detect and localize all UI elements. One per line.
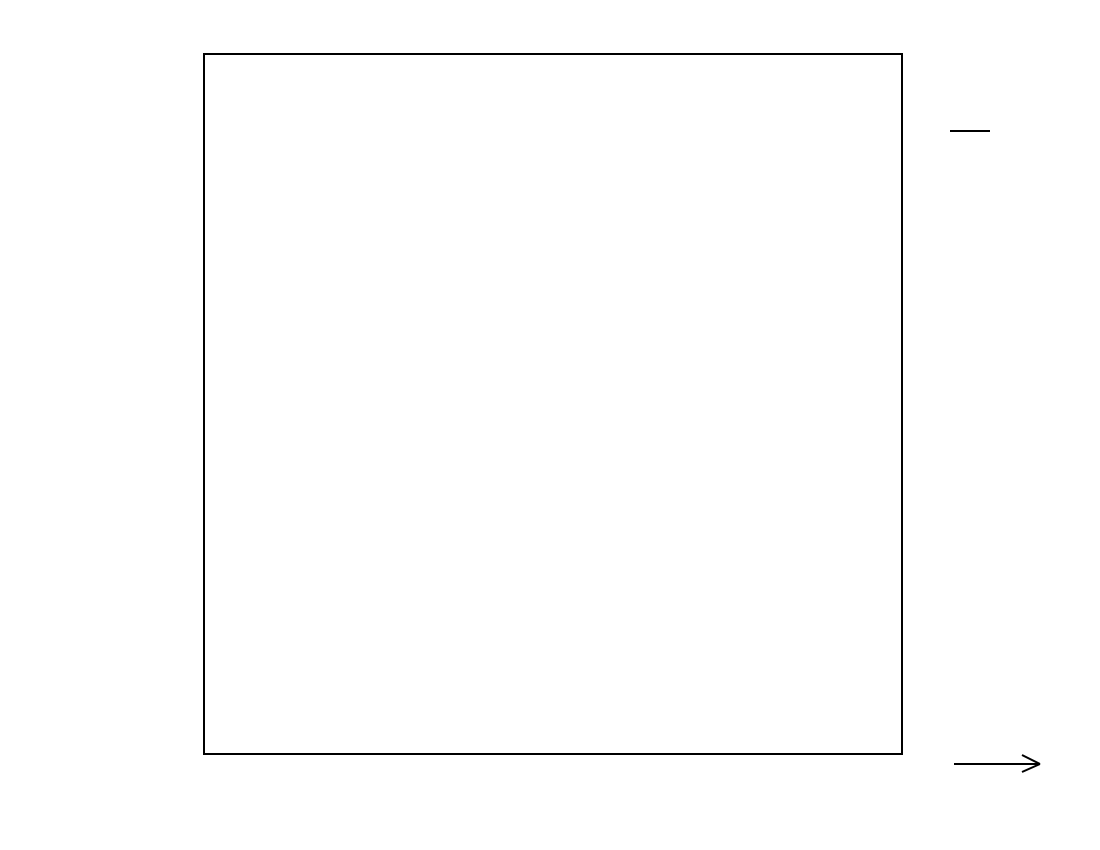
wind-scale-arrow-icon: [954, 754, 1041, 773]
map-canvas[interactable]: [205, 55, 901, 753]
map-plot-frame[interactable]: [203, 53, 903, 755]
colorbar[interactable]: [950, 130, 990, 132]
page-title: [0, 8, 940, 40]
